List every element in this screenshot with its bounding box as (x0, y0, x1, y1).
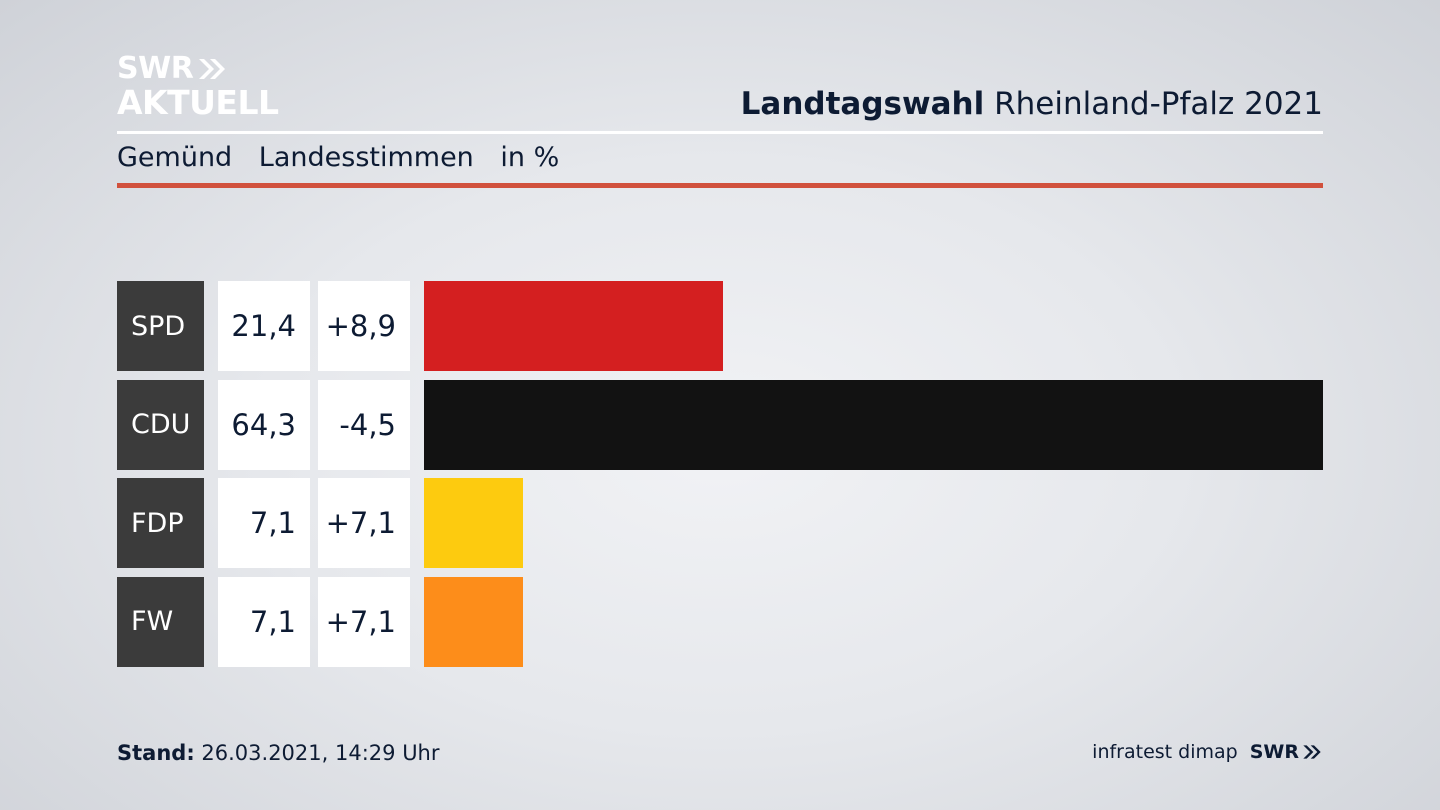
logo-swr-text: SWR (117, 51, 194, 86)
vote-share-value: 64,3 (218, 379, 310, 470)
change-value: +7,1 (318, 576, 410, 667)
result-row-spd: SPD 21,4 +8,9 (117, 281, 1323, 371)
header-divider (117, 131, 1323, 134)
vote-share-value: 7,1 (218, 576, 310, 667)
logo-aktuell-text: AKTUELL (117, 83, 279, 122)
double-chevron-icon (1303, 745, 1321, 759)
bar-spd (424, 281, 724, 371)
stand-value: 26.03.2021, 14:29 Uhr (201, 741, 440, 765)
subtitle-place: Gemünd (117, 142, 233, 173)
title-rest: Rheinland-Pfalz 2021 (994, 86, 1323, 122)
change-value: -4,5 (318, 379, 410, 470)
bar-fdp (424, 478, 524, 568)
footer-swr-logo: SWR (1250, 741, 1323, 763)
result-row-cdu: CDU 64,3 -4,5 (117, 379, 1323, 470)
party-label: SPD (117, 281, 204, 371)
source-name: infratest dimap (1092, 741, 1238, 763)
accent-divider (117, 183, 1323, 188)
change-value: +8,9 (318, 281, 410, 371)
swr-aktuell-logo: SWR AKTUELL (117, 51, 279, 122)
subtitle-unit: in % (500, 142, 560, 173)
source-credit: infratest dimap SWR (1092, 741, 1323, 763)
stand-label: Stand: (117, 741, 195, 765)
page-title: Landtagswahl Rheinland-Pfalz 2021 (741, 86, 1323, 122)
change-value: +7,1 (318, 478, 410, 568)
subtitle-kind: Landesstimmen (258, 142, 474, 173)
double-chevron-icon (197, 57, 227, 81)
subtitle: Gemünd Landesstimmen in % (117, 142, 577, 173)
result-row-fw: FW 7,1 +7,1 (117, 576, 1323, 667)
result-row-fdp: FDP 7,1 +7,1 (117, 478, 1323, 568)
vote-share-value: 21,4 (218, 281, 310, 371)
party-label: FDP (117, 478, 204, 568)
party-label: FW (117, 576, 204, 667)
footer-brand-text: SWR (1249, 741, 1299, 763)
bar-fw (424, 576, 524, 667)
party-label: CDU (117, 379, 204, 470)
timestamp: Stand: 26.03.2021, 14:29 Uhr (117, 741, 440, 765)
vote-share-value: 7,1 (218, 478, 310, 568)
title-bold: Landtagswahl (740, 86, 985, 122)
bar-cdu (424, 379, 1323, 470)
